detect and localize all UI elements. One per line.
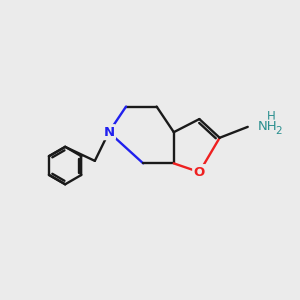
Text: N: N	[103, 126, 114, 139]
Text: 2: 2	[275, 126, 282, 136]
Text: H: H	[267, 110, 276, 123]
Text: NH: NH	[257, 120, 277, 133]
Text: O: O	[194, 166, 205, 178]
